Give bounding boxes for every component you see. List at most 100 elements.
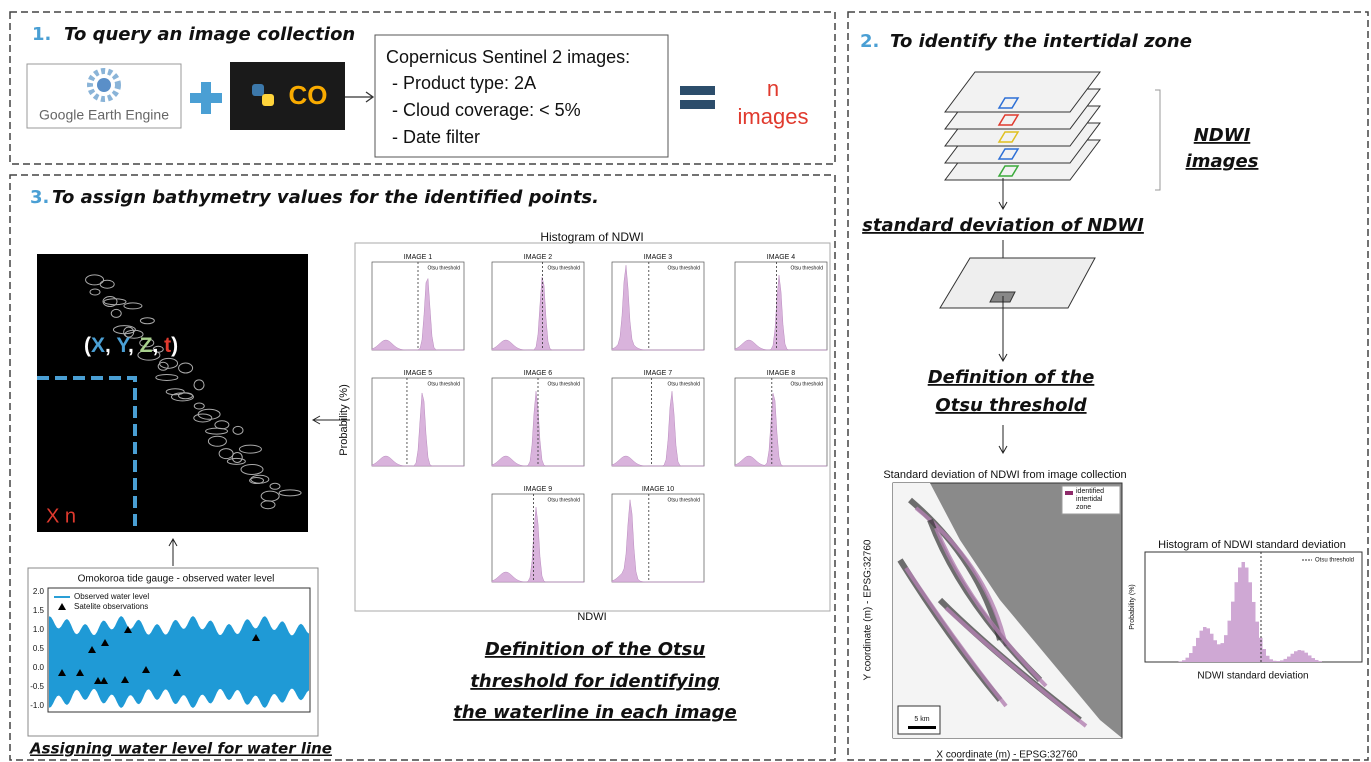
histogram-bar — [1217, 644, 1221, 662]
panel-title: To query an image collection — [64, 24, 355, 45]
histogram-title: Histogram of NDWI standard deviation — [1158, 539, 1346, 551]
histogram-bar — [1189, 653, 1193, 662]
python-icon — [252, 84, 264, 96]
legend-label: Otsu threshold — [667, 265, 700, 271]
histogram-bar — [1273, 661, 1277, 662]
y-tick-label: -0.5 — [30, 682, 44, 691]
caption: threshold for identifying — [470, 671, 719, 692]
step-label: Otsu threshold — [935, 395, 1087, 416]
histogram-bar — [1179, 661, 1183, 662]
histogram-bar — [1277, 661, 1281, 662]
y-tick-label: 0.5 — [33, 644, 45, 653]
y-axis-label: Probability (%) — [1129, 584, 1136, 630]
histogram-bar — [1214, 640, 1218, 662]
step-label: Definition of the — [928, 367, 1095, 388]
histogram-bar — [1280, 660, 1284, 662]
histogram-bar — [1235, 582, 1239, 662]
caption: the waterline in each image — [453, 702, 737, 723]
result-label: images — [738, 104, 809, 129]
image-title: IMAGE 6 — [524, 370, 553, 377]
legend-label: zone — [1076, 504, 1091, 511]
result-label: n — [767, 76, 779, 101]
coord-t: t — [164, 334, 171, 357]
legend-label: Observed water level — [74, 592, 149, 601]
image-title: IMAGE 7 — [644, 370, 673, 377]
y-tick-label: 1.5 — [33, 606, 45, 615]
legend-label: identified — [1076, 488, 1104, 495]
stack-label: images — [1186, 151, 1259, 172]
figure: 1. To query an image collection Google E… — [0, 0, 1371, 762]
histogram-bar — [1242, 562, 1246, 662]
criteria-item: - Cloud coverage: < 5% — [392, 100, 581, 120]
x-axis-label: NDWI — [577, 611, 606, 623]
histogram-bar — [1256, 622, 1260, 662]
y-tick-label: 0.0 — [33, 663, 45, 672]
coord-x: X — [91, 334, 105, 357]
image-title: IMAGE 1 — [404, 254, 433, 261]
y-axis-label: Y coordinate (m) - EPSG:32760 — [863, 539, 874, 680]
histogram-bar — [1312, 658, 1316, 662]
histogram-bar — [1238, 567, 1242, 662]
plot-frame — [735, 378, 827, 466]
x-axis-label: X coordinate (m) - EPSG:32760 — [936, 750, 1078, 761]
legend-label: Otsu threshold — [547, 265, 580, 271]
histogram-bar — [1315, 660, 1319, 662]
criteria-item: - Product type: 2A — [392, 73, 536, 93]
bracket: ) — [171, 334, 178, 357]
water-level-band — [49, 616, 309, 708]
coord-z: Z — [140, 334, 153, 357]
plot-frame — [612, 378, 704, 466]
histogram-bar — [1291, 654, 1295, 662]
step-label: standard deviation of NDWI — [862, 215, 1144, 236]
legend-label: Otsu threshold — [667, 381, 700, 387]
bracket: ( — [84, 334, 91, 357]
legend-label: Satelite observations — [74, 602, 148, 611]
histogram-bar — [1207, 628, 1211, 662]
histogram-bar — [1231, 602, 1235, 662]
panel-number: 3. — [30, 187, 49, 208]
legend-label: Otsu threshold — [1315, 558, 1354, 564]
histogram-bar — [1228, 621, 1232, 662]
histogram-bar — [1200, 631, 1204, 662]
python-icon — [262, 94, 274, 106]
histogram-bar — [1287, 657, 1291, 662]
histogram-bar — [1263, 649, 1267, 662]
histogram-bar — [1308, 655, 1312, 662]
y-tick-label: -1.0 — [30, 701, 44, 710]
x-axis-label: NDWI standard deviation — [1197, 671, 1308, 682]
y-tick-label: 2.0 — [33, 587, 45, 596]
histogram-bar — [1305, 653, 1309, 662]
histogram-bar — [1319, 661, 1323, 662]
scale-bar — [908, 726, 936, 729]
separator: , — [105, 334, 116, 357]
histogram-bar — [1221, 643, 1225, 662]
gee-label: Google Earth Engine — [39, 107, 169, 123]
image-title: IMAGE 3 — [644, 254, 673, 261]
histogram-bar — [1252, 602, 1256, 662]
histogram-bar — [1249, 582, 1253, 662]
histogram-bar — [1224, 635, 1228, 662]
equals-sign — [680, 100, 715, 109]
scale-label: 5 km — [914, 716, 929, 723]
histogram-bar — [1186, 658, 1190, 662]
image-title: IMAGE 5 — [404, 370, 433, 377]
histogram-bar — [1193, 646, 1197, 662]
legend-swatch — [1065, 491, 1073, 495]
equals-sign — [680, 86, 715, 95]
colab-label: CO — [289, 80, 328, 110]
criteria-item: - Date filter — [392, 127, 480, 147]
tide-caption: Assigning water level for water line — [29, 740, 332, 758]
histogram-bar — [1284, 659, 1288, 662]
caption: Definition of the Otsu — [485, 639, 706, 660]
image-title: IMAGE 10 — [642, 486, 674, 493]
image-title: IMAGE 2 — [524, 254, 553, 261]
panel-title: To identify the intertidal zone — [890, 31, 1192, 52]
histogram-bar — [1210, 634, 1214, 662]
histogram-bar — [1182, 660, 1186, 662]
image-title: IMAGE 8 — [767, 370, 796, 377]
ndwi-stack — [945, 72, 1100, 180]
separator: , — [128, 334, 140, 357]
histogram-bar — [1298, 650, 1302, 662]
globe-icon — [97, 78, 111, 92]
legend-label: Otsu threshold — [427, 265, 460, 271]
